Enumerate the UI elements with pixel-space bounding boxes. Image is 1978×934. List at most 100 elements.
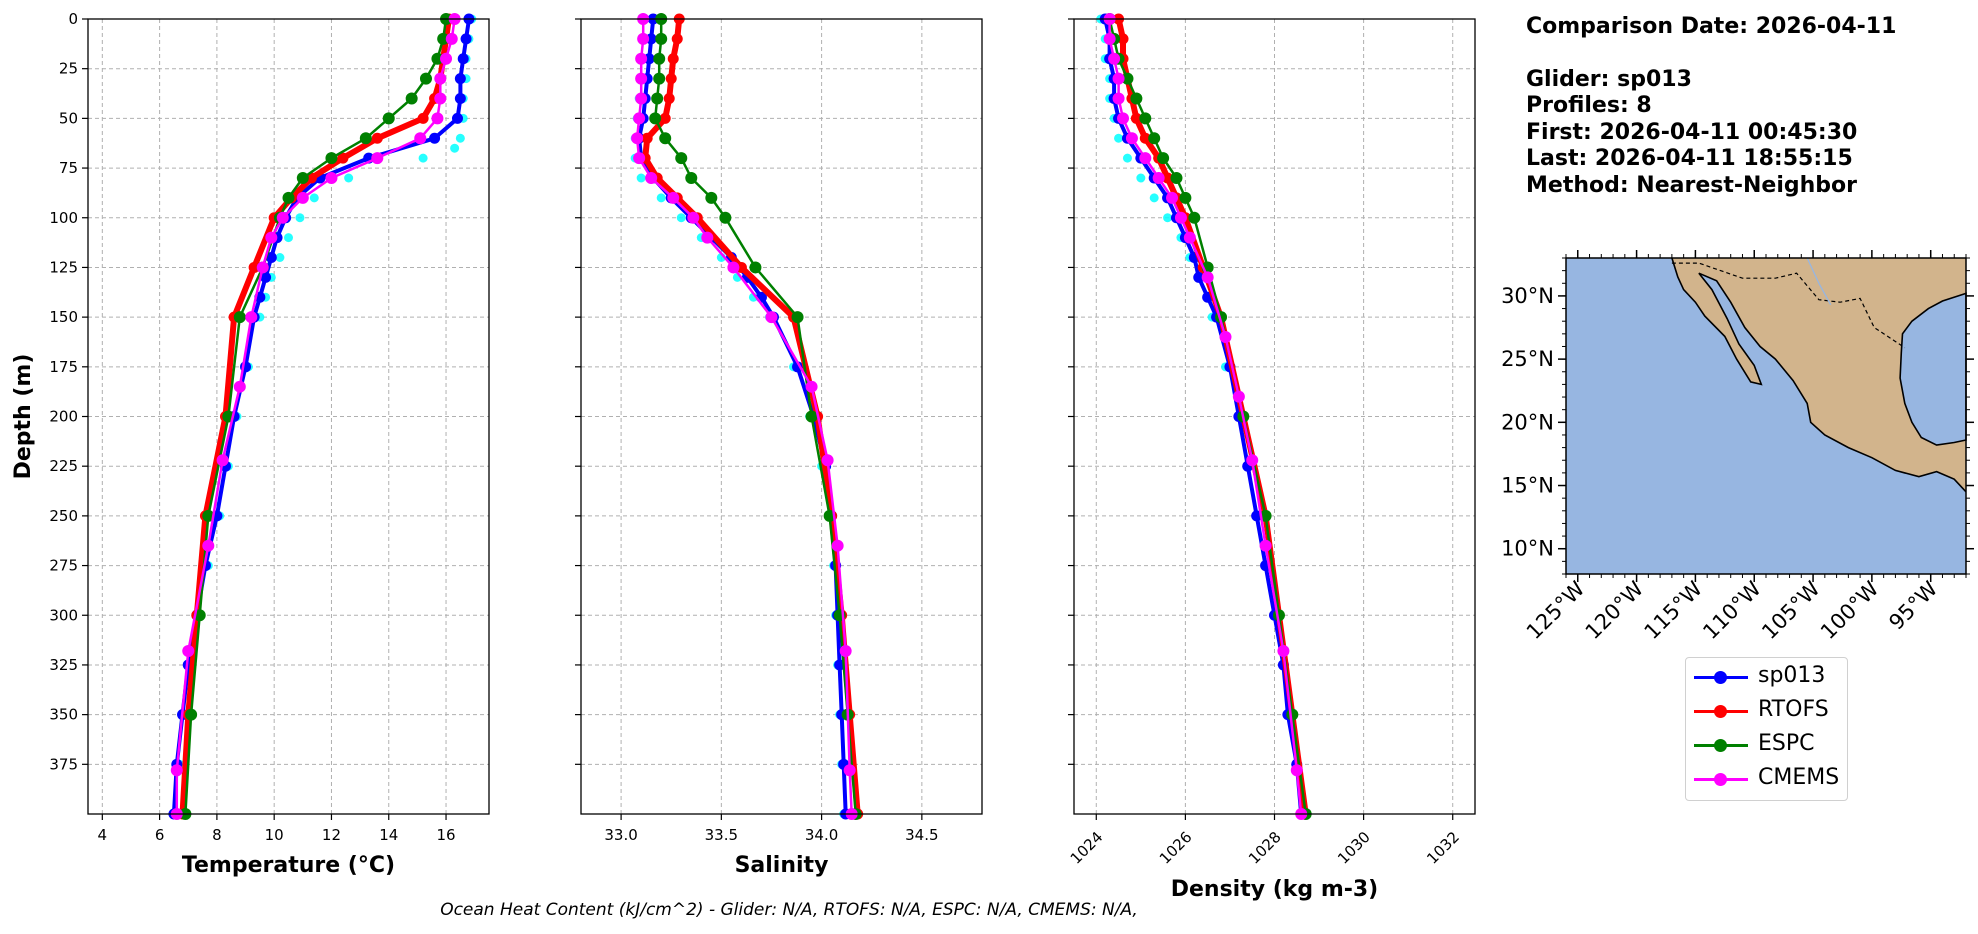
data-point-cmems [1117, 112, 1130, 125]
data-point-cmems [1219, 331, 1232, 343]
legend-marker-cmems [1714, 773, 1727, 786]
data-point-espc [359, 132, 372, 145]
data-point-cmems [414, 132, 427, 145]
data-point-sp013 [454, 73, 466, 85]
x-tick-label: 14 [379, 826, 398, 844]
data-point-rtofs [337, 152, 349, 164]
data-point-rtofs [1139, 132, 1151, 144]
data-point-espc [437, 32, 450, 45]
data-point-cmems [170, 764, 183, 777]
data-point-cmems [635, 52, 648, 65]
map-lon-label: 115°W [1640, 576, 1708, 644]
map-lat-label: 30°N [1501, 284, 1554, 308]
data-point-espc [791, 311, 804, 324]
method: Method: Nearest-Neighbor [1526, 172, 1857, 198]
map-lat-label: 20°N [1501, 410, 1554, 434]
data-point-espc [382, 112, 395, 125]
x-tick-label: 33.5 [705, 826, 738, 844]
legend-label-espc: ESPC [1758, 731, 1815, 756]
data-point-espc [1148, 132, 1161, 145]
data-point-cmems [325, 172, 338, 184]
map-lat-label: 10°N [1501, 537, 1554, 561]
x-tick-label: 1026 [1156, 828, 1196, 868]
y-tick-label: 25 [59, 60, 78, 78]
data-point-espc [1286, 708, 1299, 721]
data-point-cmems [1112, 72, 1125, 85]
data-point-glider-profiles [450, 143, 460, 153]
x-axis-label: Temperature (°C) [182, 853, 395, 878]
y-tick-label: 225 [49, 457, 78, 475]
data-point-cmems [216, 454, 229, 467]
data-point-cmems [1290, 764, 1303, 777]
data-point-cmems [1103, 32, 1116, 45]
legend-label-sp013: sp013 [1758, 663, 1826, 688]
last-time: Last: 2026-04-11 18:55:15 [1526, 146, 1853, 171]
data-point-cmems [667, 191, 680, 204]
data-point-cmems [631, 132, 644, 145]
data-point-espc [719, 211, 732, 224]
data-point-espc [685, 172, 698, 184]
data-point-glider-profiles [295, 213, 305, 223]
x-tick-label: 34.0 [805, 826, 838, 844]
salinity-panel: 33.0 33.5 34.0 34.5 Salinity [575, 13, 983, 878]
ocean-heat-content-footer: Ocean Heat Content (kJ/cm^2) - Glider: N… [440, 900, 1138, 920]
data-point-rtofs [1162, 172, 1174, 184]
data-point-cmems [296, 191, 309, 204]
data-point-cmems [434, 72, 447, 85]
data-point-glider-profiles [1122, 153, 1132, 163]
data-point-cmems [635, 92, 648, 105]
data-point-glider-profiles [676, 213, 686, 223]
data-point-cmems [839, 645, 852, 658]
data-point-espc [675, 152, 688, 165]
data-point-espc [805, 410, 818, 423]
comparison-date: Comparison Date: 2026-04-11 [1526, 14, 1897, 39]
data-point-espc [296, 172, 309, 184]
profile-count: Profiles: 8 [1526, 93, 1652, 118]
legend-marker-rtofs [1714, 705, 1727, 718]
data-point-glider-profiles [636, 173, 646, 183]
series-line-espc [653, 19, 857, 815]
temperature-panel: 4 6 8 10 12 14 16 0 25 50 75 100 125 150 175 200 225 250 2… [11, 10, 490, 878]
y-tick-label: 100 [49, 209, 78, 227]
data-point-sp013 [454, 93, 466, 104]
x-tick-label: 4 [98, 826, 108, 844]
legend-marker-sp013 [1714, 671, 1727, 684]
data-point-cmems [637, 32, 650, 45]
data-point-sp013 [460, 33, 472, 45]
glider-name: Glider: sp013 [1526, 66, 1692, 92]
data-point-rtofs [671, 33, 683, 45]
map-lon-label: 100°W [1816, 576, 1884, 644]
x-tick-label: 1024 [1067, 828, 1107, 868]
data-point-sp013 [429, 132, 441, 144]
data-point-espc [649, 112, 662, 125]
data-point-cmems [765, 311, 778, 324]
data-point-cmems [1166, 191, 1179, 204]
data-point-espc [431, 52, 444, 65]
y-tick-label: 300 [49, 606, 78, 624]
data-point-rtofs [1130, 112, 1142, 124]
data-point-cmems [431, 112, 444, 125]
data-point-espc [419, 72, 432, 85]
data-point-glider-profiles [1114, 133, 1124, 143]
x-axis-label: Density (kg m-3) [1171, 877, 1379, 902]
data-point-espc [282, 191, 295, 204]
map-lon-label: 125°W [1522, 576, 1590, 644]
y-tick-label: 275 [49, 557, 78, 575]
comparison-info: Comparison Date: 2026-04-11 Glider: sp013… [1526, 14, 1896, 199]
data-point-rtofs [248, 261, 260, 273]
y-tick-label: 325 [49, 656, 78, 674]
x-tick-label: 6 [155, 826, 165, 844]
map-lon-label: 105°W [1757, 576, 1825, 644]
data-point-cmems [701, 231, 714, 244]
data-point-espc [1179, 191, 1192, 204]
data-point-espc [233, 311, 246, 324]
data-point-espc [705, 191, 718, 204]
map-lon-label: 110°W [1698, 576, 1766, 644]
data-point-cmems [687, 211, 700, 224]
data-point-espc [1121, 72, 1134, 85]
data-point-sp013 [1193, 271, 1205, 283]
data-point-glider-profiles [344, 173, 354, 183]
data-point-rtofs [417, 112, 429, 124]
y-tick-label: 200 [49, 408, 78, 426]
